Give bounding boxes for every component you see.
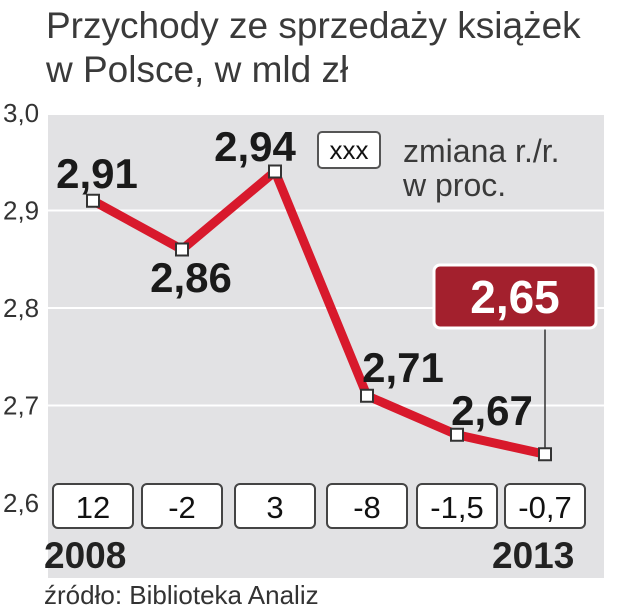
yoy-change-box (141, 483, 223, 529)
yoy-change-box (416, 483, 498, 529)
legend-box-text: xxx (330, 135, 369, 165)
data-label: 2,94 (214, 123, 296, 170)
chart-title-line-1: Przychody ze sprzedaży książek (46, 5, 581, 46)
yoy-change-label: -0,7 (518, 490, 571, 525)
source-note: źródło: Biblioteka Analiz (44, 580, 319, 610)
series-line (88, 167, 550, 459)
legend-label-line-1: zmiana r./r. (403, 133, 560, 169)
data-label: 2,86 (150, 254, 232, 301)
data-point-marker (360, 388, 374, 403)
data-point-marker (175, 242, 189, 257)
yoy-change-label: 3 (266, 490, 283, 525)
data-point-marker (268, 164, 282, 179)
highlight-callout-box (432, 263, 598, 330)
data-label: 2,71 (362, 344, 444, 391)
legend-box (317, 131, 381, 169)
yoy-change-label: 12 (76, 490, 110, 525)
yoy-change-box (504, 483, 586, 529)
yoy-change-box (326, 483, 408, 529)
data-label: 2,91 (56, 150, 138, 197)
data-label: 2,67 (451, 387, 533, 434)
y-tick-label: 3,0 (3, 98, 39, 128)
data-point-marker (450, 427, 464, 442)
chart-title-line-2: w Polsce, w mld zł (46, 49, 349, 90)
y-tick-label: 2,9 (3, 196, 39, 226)
data-point-marker (86, 193, 100, 208)
y-tick-label: 2,7 (3, 391, 39, 421)
data-point-marker (538, 447, 552, 462)
yoy-change-box (52, 483, 134, 529)
y-tick-label: 2,6 (3, 488, 39, 518)
x-label-first-year: 2008 (44, 535, 127, 576)
x-label-last-year: 2013 (492, 535, 575, 576)
y-tick-label: 2,8 (3, 293, 39, 323)
yoy-change-box (234, 483, 316, 529)
yoy-change-label: -8 (353, 490, 381, 525)
yoy-change-label: -1,5 (430, 490, 483, 525)
legend-label-line-2: w proc. (402, 167, 506, 203)
yoy-change-label: -2 (168, 490, 196, 525)
highlight-callout-label: 2,65 (470, 271, 560, 323)
